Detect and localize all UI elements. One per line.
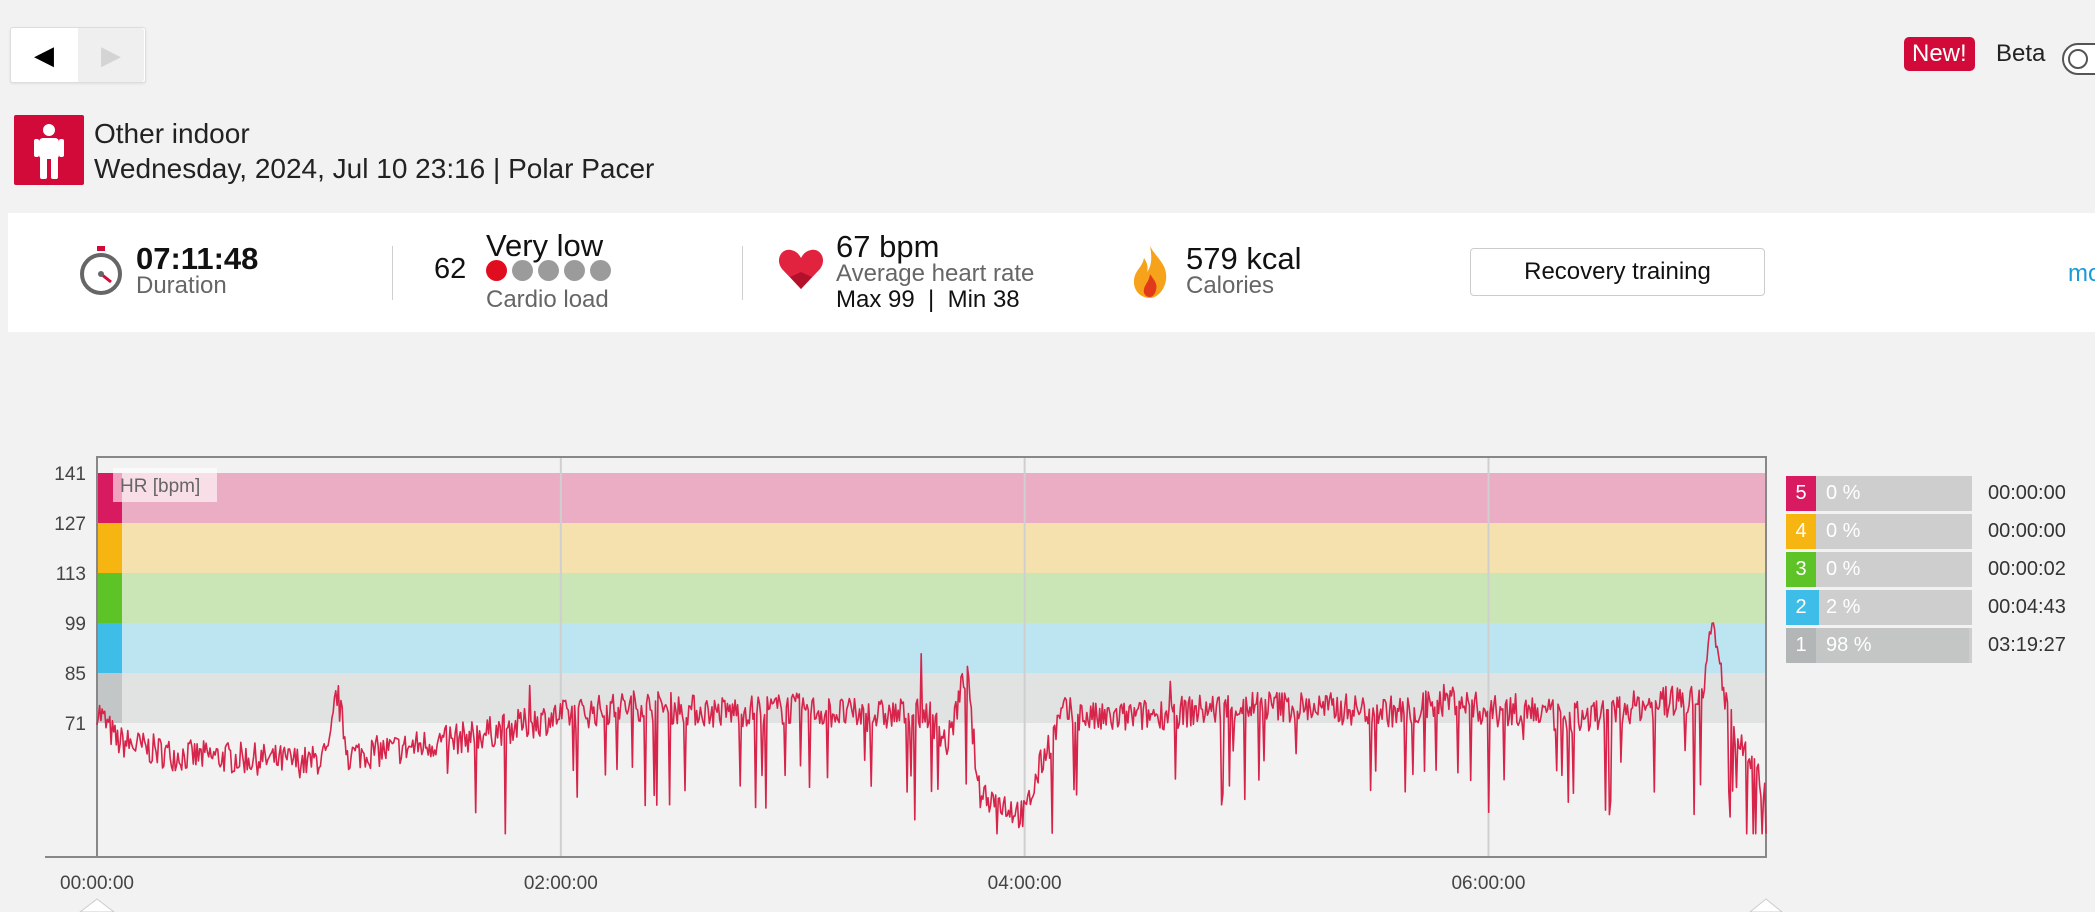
cardio-dot (564, 260, 585, 281)
zone-number: 2 (1786, 590, 1816, 625)
duration-value: 07:11:48 (136, 241, 259, 276)
range-end-handle[interactable] (1749, 898, 1783, 912)
zone-fill-bar (1816, 590, 1820, 625)
zone-time: 00:00:02 (1988, 558, 2066, 580)
cardio-dot (512, 260, 533, 281)
cardio-load-level: Very low (486, 228, 604, 263)
divider (392, 246, 393, 300)
cardio-load-dots (486, 260, 616, 286)
cardio-load-label: Cardio load (486, 286, 609, 313)
cardio-dot (486, 260, 507, 281)
zone-percent: 0 % (1826, 520, 1861, 542)
heart-rate-chart: 141 127 113 99 85 71 00:00:00 02:00:00 04:00:00… (45, 456, 1783, 912)
previous-session-button[interactable]: ◀ (11, 28, 77, 82)
person-icon (14, 115, 84, 185)
range-start-handle[interactable] (79, 898, 115, 912)
calories-value: 579 kcal (1186, 241, 1302, 276)
zone-number: 5 (1786, 476, 1816, 511)
zone-percent: 2 % (1826, 596, 1861, 618)
new-badge: New! (1904, 37, 1975, 71)
hr-series-line (96, 622, 1767, 835)
next-session-button[interactable]: ▶ (78, 28, 144, 82)
zone-percent: 98 % (1826, 634, 1872, 656)
beta-label: Beta (1996, 40, 2046, 67)
zone-band-5 (98, 473, 1765, 523)
summary-panel (8, 213, 2095, 332)
zone-number: 3 (1786, 552, 1816, 587)
zone-time: 00:00:00 (1988, 482, 2066, 504)
training-benefit-button[interactable]: Recovery training (1470, 248, 1765, 296)
zone-band-4 (98, 523, 1765, 573)
y-tick-label: 113 (56, 564, 86, 585)
x-tick-label: 06:00:00 (1451, 873, 1525, 894)
zone-percent: 0 % (1826, 558, 1861, 580)
zone-time: 00:00:00 (1988, 520, 2066, 542)
y-tick-label: 141 (54, 464, 86, 485)
beta-toggle[interactable] (2062, 43, 2095, 75)
zone-band-2 (98, 623, 1765, 673)
zone-row-2: 2 2 % (1786, 590, 1972, 625)
zone-row-3: 3 0 % (1786, 552, 1972, 587)
zone-row-4: 4 0 % (1786, 514, 1972, 549)
series-label: HR [bpm] (120, 476, 200, 497)
zone-row-5: 5 0 % (1786, 476, 1972, 511)
more-link[interactable]: mo (2068, 260, 2095, 287)
zone-time: 00:04:43 (1988, 596, 2066, 618)
series-label-bg (113, 468, 217, 502)
y-tick-label: 71 (65, 714, 86, 735)
duration-label: Duration (136, 272, 227, 299)
flame-icon (1130, 244, 1170, 305)
hr-max-min: Max 99 | Min 38 (836, 286, 1020, 313)
calories-label: Calories (1186, 272, 1275, 299)
x-tick-label: 02:00:00 (524, 873, 598, 894)
zone-number: 4 (1786, 514, 1816, 549)
zone-time: 03:19:27 (1988, 634, 2066, 656)
zone-strip-2 (98, 623, 122, 673)
y-tick-label: 127 (54, 514, 86, 535)
session-datetime: Wednesday, 2024, Jul 10 23:16 | Polar Pa… (94, 153, 655, 184)
session-navigation: ◀ ▶ (10, 27, 146, 83)
avg-hr-value: 67 bpm (836, 229, 940, 264)
zone-band-3 (98, 573, 1765, 623)
heart-icon (778, 248, 824, 295)
cardio-dot (538, 260, 559, 281)
sport-name: Other indoor (94, 118, 250, 149)
y-tick-label: 99 (65, 614, 86, 635)
stopwatch-icon (78, 244, 124, 303)
y-tick-label: 85 (65, 664, 86, 685)
divider (742, 246, 743, 300)
zone-percent: 0 % (1826, 482, 1861, 504)
avg-hr-label: Average heart rate (836, 260, 1035, 287)
cardio-load-value: 62 (434, 253, 467, 285)
x-tick-label: 00:00:00 (60, 873, 134, 894)
x-tick-label: 04:00:00 (988, 873, 1062, 894)
cardio-dot (590, 260, 611, 281)
arrow-left-icon: ◀ (34, 39, 54, 70)
zone-row-1: 1 98 % (1786, 628, 1972, 663)
zone-fill-bar (1816, 628, 1969, 663)
zone-strip-4 (98, 523, 122, 573)
zone-number: 1 (1786, 628, 1816, 663)
arrow-right-icon: ▶ (101, 39, 121, 70)
zone-strip-3 (98, 573, 122, 623)
